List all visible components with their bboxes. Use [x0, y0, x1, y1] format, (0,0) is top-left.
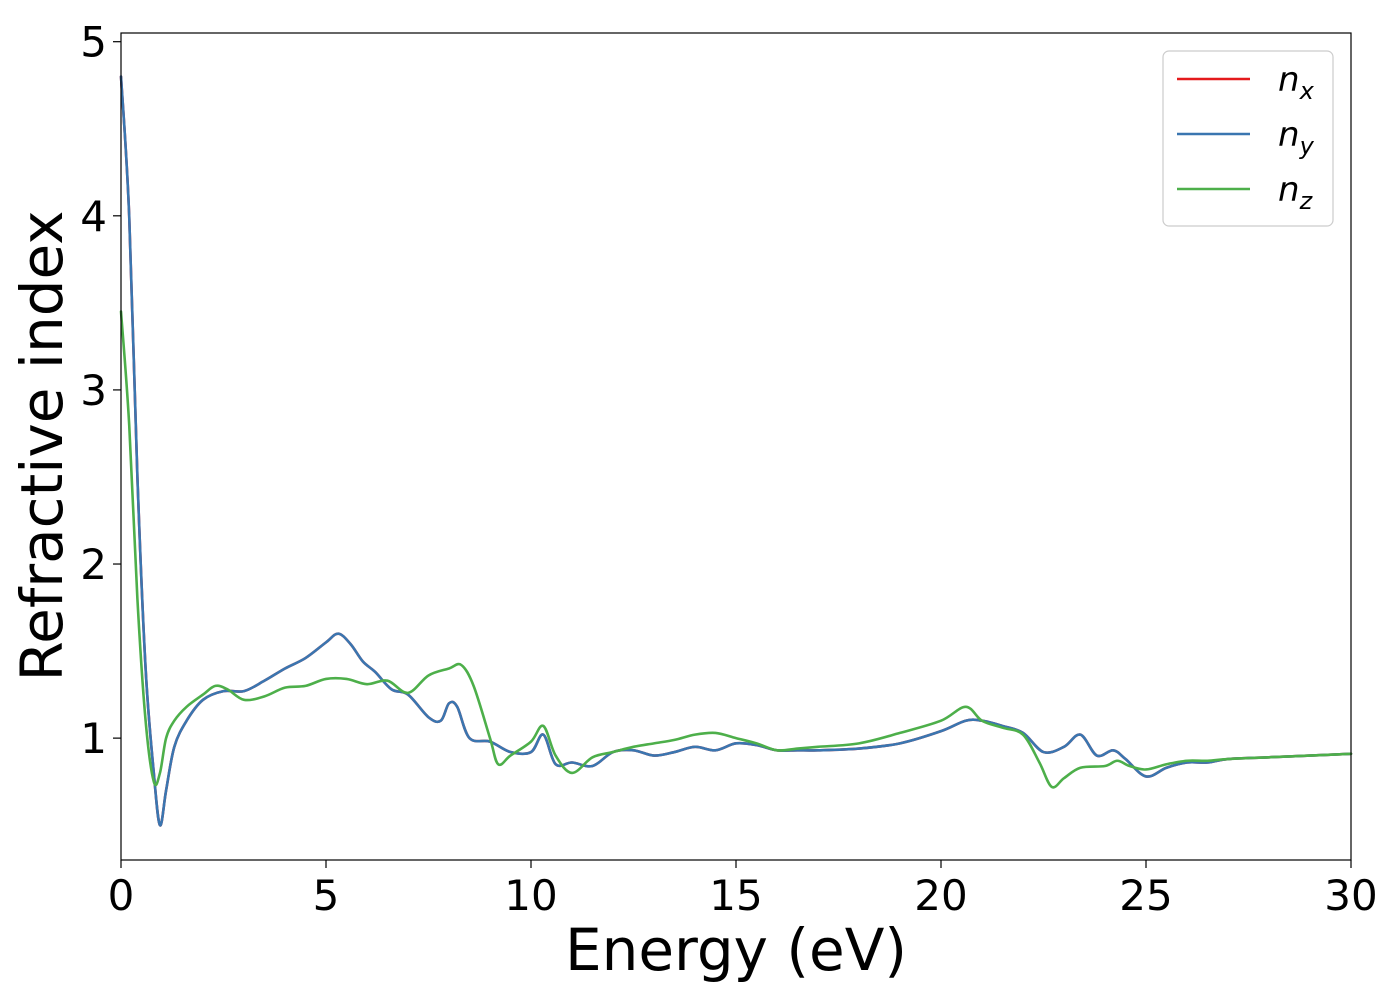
x-axis-ticks: 0 5 10 15 20 25 30 — [108, 860, 1378, 920]
x-axis-label: Energy (eV) — [565, 916, 907, 984]
x-tick-label: 15 — [709, 871, 762, 920]
legend-label-z: nz — [1278, 170, 1314, 215]
y-tick-label: 4 — [80, 192, 107, 241]
x-tick-label: 25 — [1119, 871, 1172, 920]
y-tick-label: 1 — [80, 714, 107, 763]
y-axis-label: Refractive index — [8, 210, 76, 681]
y-tick-label: 2 — [80, 540, 107, 589]
y-tick-label: 3 — [80, 366, 107, 415]
legend-label-x: nx — [1278, 60, 1315, 105]
x-tick-label: 20 — [914, 871, 967, 920]
series-line-z — [119, 310, 1353, 789]
x-tick-label: 10 — [504, 871, 557, 920]
y-axis-ticks: 1 2 3 4 5 — [80, 18, 121, 763]
series-layer — [119, 75, 1353, 827]
x-tick-label: 5 — [313, 871, 340, 920]
x-tick-label: 30 — [1324, 871, 1377, 920]
legend: nx ny nz — [1162, 50, 1334, 227]
legend-label-y: ny — [1278, 115, 1315, 160]
y-tick-label: 5 — [80, 18, 107, 67]
x-tick-label: 0 — [108, 871, 135, 920]
legend-box — [1162, 50, 1334, 227]
